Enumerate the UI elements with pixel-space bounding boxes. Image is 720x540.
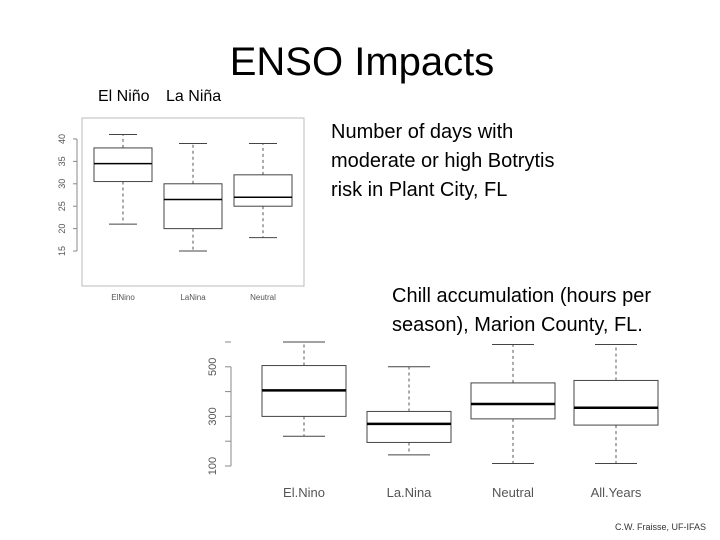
y-tick-label: 15 bbox=[57, 246, 67, 256]
box-iqr bbox=[163, 183, 223, 230]
chill-caption: Chill accumulation (hours per season), M… bbox=[392, 285, 652, 336]
category-label: La.Nina bbox=[387, 485, 433, 500]
legend-el-nino: El Niño bbox=[98, 88, 150, 105]
author-credit: C.W. Fraisse, UF-IFAS bbox=[614, 522, 706, 532]
legend-la-nina: La Niña bbox=[166, 88, 222, 105]
enso-legend: El Niño La Niña bbox=[98, 88, 233, 106]
box-iqr bbox=[93, 147, 153, 183]
box-iqr bbox=[366, 410, 452, 443]
box-iqr bbox=[470, 382, 556, 420]
botrytis-caption: Number of days with moderate or high Bot… bbox=[331, 121, 555, 201]
y-tick-label: 20 bbox=[57, 224, 67, 234]
y-tick-label: 100 bbox=[207, 457, 219, 475]
box-iqr bbox=[573, 379, 659, 426]
y-tick-label: 500 bbox=[207, 358, 219, 376]
category-label: LaNina bbox=[180, 293, 206, 302]
y-tick-label: 25 bbox=[57, 201, 67, 211]
y-tick-label: 40 bbox=[57, 134, 67, 144]
y-tick-label: 30 bbox=[57, 179, 67, 189]
category-label: All.Years bbox=[591, 485, 642, 500]
category-label: Neutral bbox=[250, 293, 276, 302]
category-label: Neutral bbox=[492, 485, 534, 500]
y-tick-label: 300 bbox=[207, 407, 219, 425]
category-label: El.Nino bbox=[283, 485, 325, 500]
box-iqr bbox=[233, 174, 293, 207]
plot-frame bbox=[81, 117, 305, 287]
category-label: ElNino bbox=[111, 293, 135, 302]
slide-title: ENSO Impacts bbox=[229, 40, 495, 84]
y-tick-label: 35 bbox=[57, 156, 67, 166]
